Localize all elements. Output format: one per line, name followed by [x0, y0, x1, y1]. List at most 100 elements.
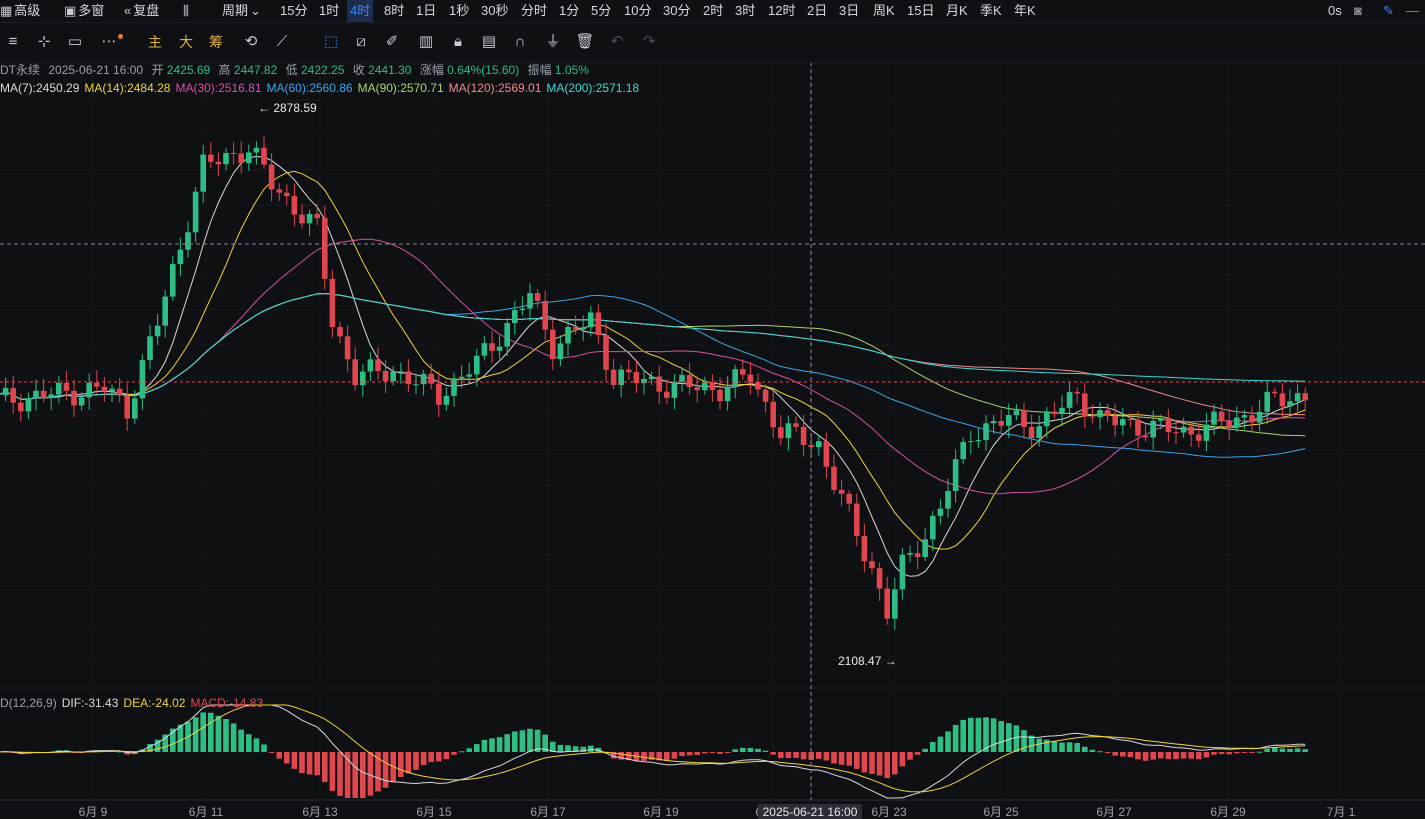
candle-body[interactable] [740, 369, 746, 375]
candle-body[interactable] [1211, 411, 1217, 425]
candle-body[interactable] [1006, 415, 1012, 426]
candle-body[interactable] [223, 152, 229, 165]
candle-body[interactable] [641, 379, 647, 384]
candle-body[interactable] [238, 153, 244, 164]
candle-body[interactable] [952, 459, 959, 491]
candle-body[interactable] [1226, 421, 1232, 428]
candle-body[interactable] [109, 388, 115, 392]
period-tab-19[interactable]: 月K [946, 3, 968, 18]
candle-body[interactable] [945, 490, 951, 509]
ruler-icon[interactable]: ⧄ [356, 33, 366, 50]
candle-body[interactable] [1112, 416, 1118, 426]
candle-body[interactable] [892, 589, 898, 619]
period-tab-8[interactable]: 1分 [559, 3, 580, 18]
window-minimize-icon[interactable]: — [1406, 3, 1419, 18]
candle-body[interactable] [1082, 393, 1088, 417]
candle-body[interactable] [800, 426, 807, 445]
candle-body[interactable] [1013, 410, 1020, 416]
period-tab-21[interactable]: 年K [1014, 3, 1036, 18]
candle-body[interactable] [337, 326, 343, 337]
candle-body[interactable] [1044, 411, 1050, 427]
period-tab-5[interactable]: 1秒 [449, 3, 470, 18]
undo-icon[interactable]: ↶ [610, 33, 624, 50]
candle-body[interactable] [436, 383, 442, 405]
candle-body[interactable] [785, 423, 792, 439]
candle-body[interactable] [1218, 411, 1225, 422]
ind-main-button[interactable]: 主 [148, 34, 162, 50]
candle-body[interactable] [504, 323, 510, 347]
trash-icon[interactable]: 🗑︎ [575, 33, 595, 50]
candle-body[interactable] [937, 508, 944, 516]
candle-body[interactable] [595, 312, 602, 335]
candle-body[interactable] [306, 213, 313, 224]
candle-body[interactable] [1294, 393, 1301, 402]
candle-body[interactable] [40, 390, 47, 399]
rectangle-icon[interactable]: ▭ [67, 33, 83, 50]
replay-tool-icon[interactable]: ⟲ [244, 33, 258, 50]
candle-body[interactable] [557, 343, 564, 360]
candle-body[interactable] [565, 327, 571, 344]
period-tab-2[interactable]: 4时 [347, 0, 374, 22]
candles[interactable] [2, 136, 1308, 630]
candle-body[interactable] [261, 147, 267, 165]
candle-body[interactable] [1241, 415, 1248, 418]
candle-body[interactable] [420, 373, 427, 385]
candle-body[interactable] [512, 310, 518, 324]
candle-body[interactable] [603, 334, 609, 370]
candle-body[interactable] [398, 371, 404, 373]
period-tab-16[interactable]: 3日 [839, 3, 860, 18]
candle-body[interactable] [284, 192, 290, 197]
ind-chip-button[interactable]: 筹 [209, 34, 223, 50]
candle-body[interactable] [170, 264, 176, 297]
candle-body[interactable] [899, 554, 906, 590]
candle-body[interactable] [466, 374, 472, 377]
candle-body[interactable] [816, 441, 822, 448]
multi-window-button[interactable]: ▣ 多窗 [64, 0, 104, 22]
menu-icon[interactable]: ≡ [8, 33, 18, 50]
candle-body[interactable] [344, 336, 351, 360]
candle-body[interactable] [626, 369, 632, 373]
candle-body[interactable] [1196, 434, 1202, 441]
candle-body[interactable] [230, 152, 237, 154]
candle-body[interactable] [192, 191, 199, 233]
candle-body[interactable] [861, 535, 868, 562]
candle-body[interactable] [413, 384, 419, 386]
candle-body[interactable] [1272, 391, 1278, 394]
candle-body[interactable] [1234, 417, 1240, 428]
candle-body[interactable] [1097, 410, 1103, 418]
chart-type-button[interactable]: ⫼ [183, 0, 191, 22]
candle-body[interactable] [876, 568, 883, 589]
candle-body[interactable] [983, 423, 989, 440]
candle-body[interactable] [48, 394, 54, 399]
candle-body[interactable] [1264, 391, 1270, 412]
candle-body[interactable] [268, 164, 275, 190]
candle-body[interactable] [747, 374, 754, 383]
candle-body[interactable] [823, 441, 830, 467]
candle-body[interactable] [390, 371, 396, 382]
candle-body[interactable] [1127, 419, 1134, 421]
candle-body[interactable] [709, 382, 716, 390]
candle-body[interactable] [299, 214, 305, 224]
candle-body[interactable] [116, 388, 123, 396]
candle-body[interactable] [930, 515, 936, 540]
candle-body[interactable] [580, 327, 586, 330]
candle-body[interactable] [1066, 392, 1073, 408]
candle-body[interactable] [208, 154, 214, 162]
candle-body[interactable] [1180, 426, 1187, 433]
candle-body[interactable] [1120, 419, 1126, 426]
candle-body[interactable] [1249, 415, 1255, 423]
candle-body[interactable] [550, 329, 556, 360]
period-tab-10[interactable]: 10分 [624, 3, 652, 18]
candle-body[interactable] [276, 189, 282, 193]
candle-body[interactable] [724, 386, 731, 402]
candle-body[interactable] [1051, 411, 1058, 415]
candle-body[interactable] [922, 539, 928, 558]
candle-body[interactable] [86, 382, 92, 398]
candle-body[interactable] [1059, 407, 1065, 415]
candle-body[interactable] [755, 382, 761, 390]
candle-body[interactable] [1203, 424, 1210, 441]
candle-body[interactable] [360, 371, 366, 386]
candle-body[interactable] [717, 389, 723, 402]
pro-button[interactable]: ▦ 高级 [0, 0, 40, 22]
candle-body[interactable] [702, 382, 708, 391]
